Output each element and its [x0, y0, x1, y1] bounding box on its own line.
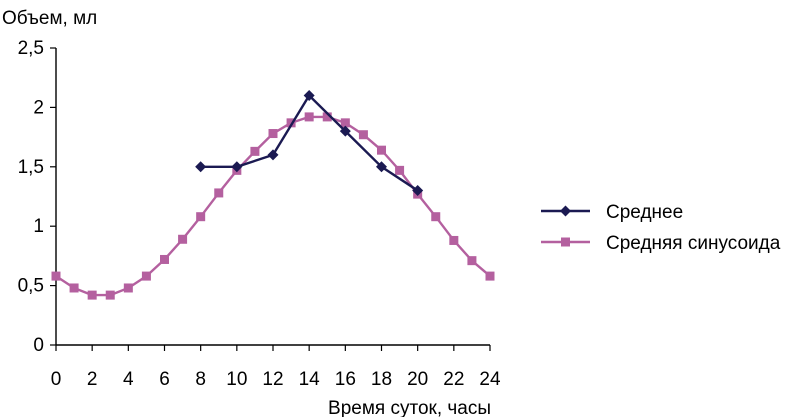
series-line — [55, 115, 491, 297]
plot-area — [51, 90, 495, 300]
data-point — [195, 161, 207, 173]
data-point — [376, 161, 387, 173]
data-point — [87, 290, 97, 300]
x-tick-label: 16 — [335, 369, 356, 390]
y-tick-label: 0,5 — [18, 276, 44, 297]
legend-label: Среднее — [606, 202, 683, 223]
x-tick-label: 6 — [159, 369, 170, 390]
data-point — [267, 149, 279, 161]
y-tick-label: 1 — [33, 216, 44, 237]
data-point — [160, 254, 169, 264]
y-axis-title: Объем, мл — [2, 8, 97, 29]
data-point — [123, 283, 133, 293]
data-point — [105, 290, 115, 300]
series-mean — [195, 90, 424, 197]
data-point — [431, 212, 441, 222]
x-tick-label: 22 — [443, 369, 464, 390]
y-tick-label: 2 — [33, 97, 44, 118]
x-tick-label: 0 — [51, 369, 62, 390]
x-tick-label: 2 — [87, 369, 98, 390]
legend-item-mean-sinusoid: Средняя синусоида — [541, 233, 781, 254]
data-point — [322, 112, 332, 122]
x-tick-label: 20 — [407, 369, 428, 390]
legend-item-mean: Среднее — [541, 202, 683, 223]
y-tick-labels: 0 0,5 1 1,5 2 2,5 — [18, 38, 44, 356]
data-point — [377, 145, 386, 155]
legend-label: Средняя синусоида — [606, 233, 781, 254]
x-tick-labels: 0 2 4 6 8 10 12 14 16 18 20 22 24 — [51, 369, 501, 390]
data-point — [268, 129, 278, 139]
legend: Среднее Средняя синусоида — [541, 202, 781, 254]
data-point — [449, 235, 459, 245]
data-point — [358, 130, 368, 140]
y-tick-label: 0 — [33, 335, 44, 356]
y-tick-label: 2,5 — [18, 38, 44, 59]
data-point — [395, 165, 405, 175]
series-mean-sinusoid — [51, 112, 495, 300]
x-tick-label: 14 — [299, 369, 321, 390]
x-axis-title: Время суток, часы — [328, 398, 491, 417]
data-point — [304, 112, 314, 122]
data-point — [339, 125, 351, 137]
legend-marker — [560, 205, 571, 217]
data-point — [340, 118, 350, 128]
data-point — [485, 271, 495, 281]
data-point — [69, 283, 79, 293]
data-point — [231, 161, 243, 173]
x-tick-label: 24 — [479, 369, 501, 390]
legend-marker — [561, 237, 570, 247]
data-point — [286, 118, 296, 128]
data-point — [250, 146, 260, 156]
x-tick-label: 12 — [262, 369, 283, 390]
x-tick-label: 4 — [123, 369, 134, 390]
y-tick-label: 1,5 — [18, 157, 44, 178]
data-point — [141, 271, 151, 281]
data-point — [196, 212, 206, 222]
x-tick-label: 18 — [371, 369, 392, 390]
data-point — [178, 234, 188, 244]
axes — [50, 47, 491, 351]
x-tick-label: 10 — [226, 369, 247, 390]
x-tick-label: 8 — [195, 369, 206, 390]
data-point — [51, 271, 61, 281]
data-point — [467, 256, 477, 266]
data-point — [303, 90, 315, 102]
data-point — [412, 185, 424, 197]
data-point — [214, 188, 224, 198]
